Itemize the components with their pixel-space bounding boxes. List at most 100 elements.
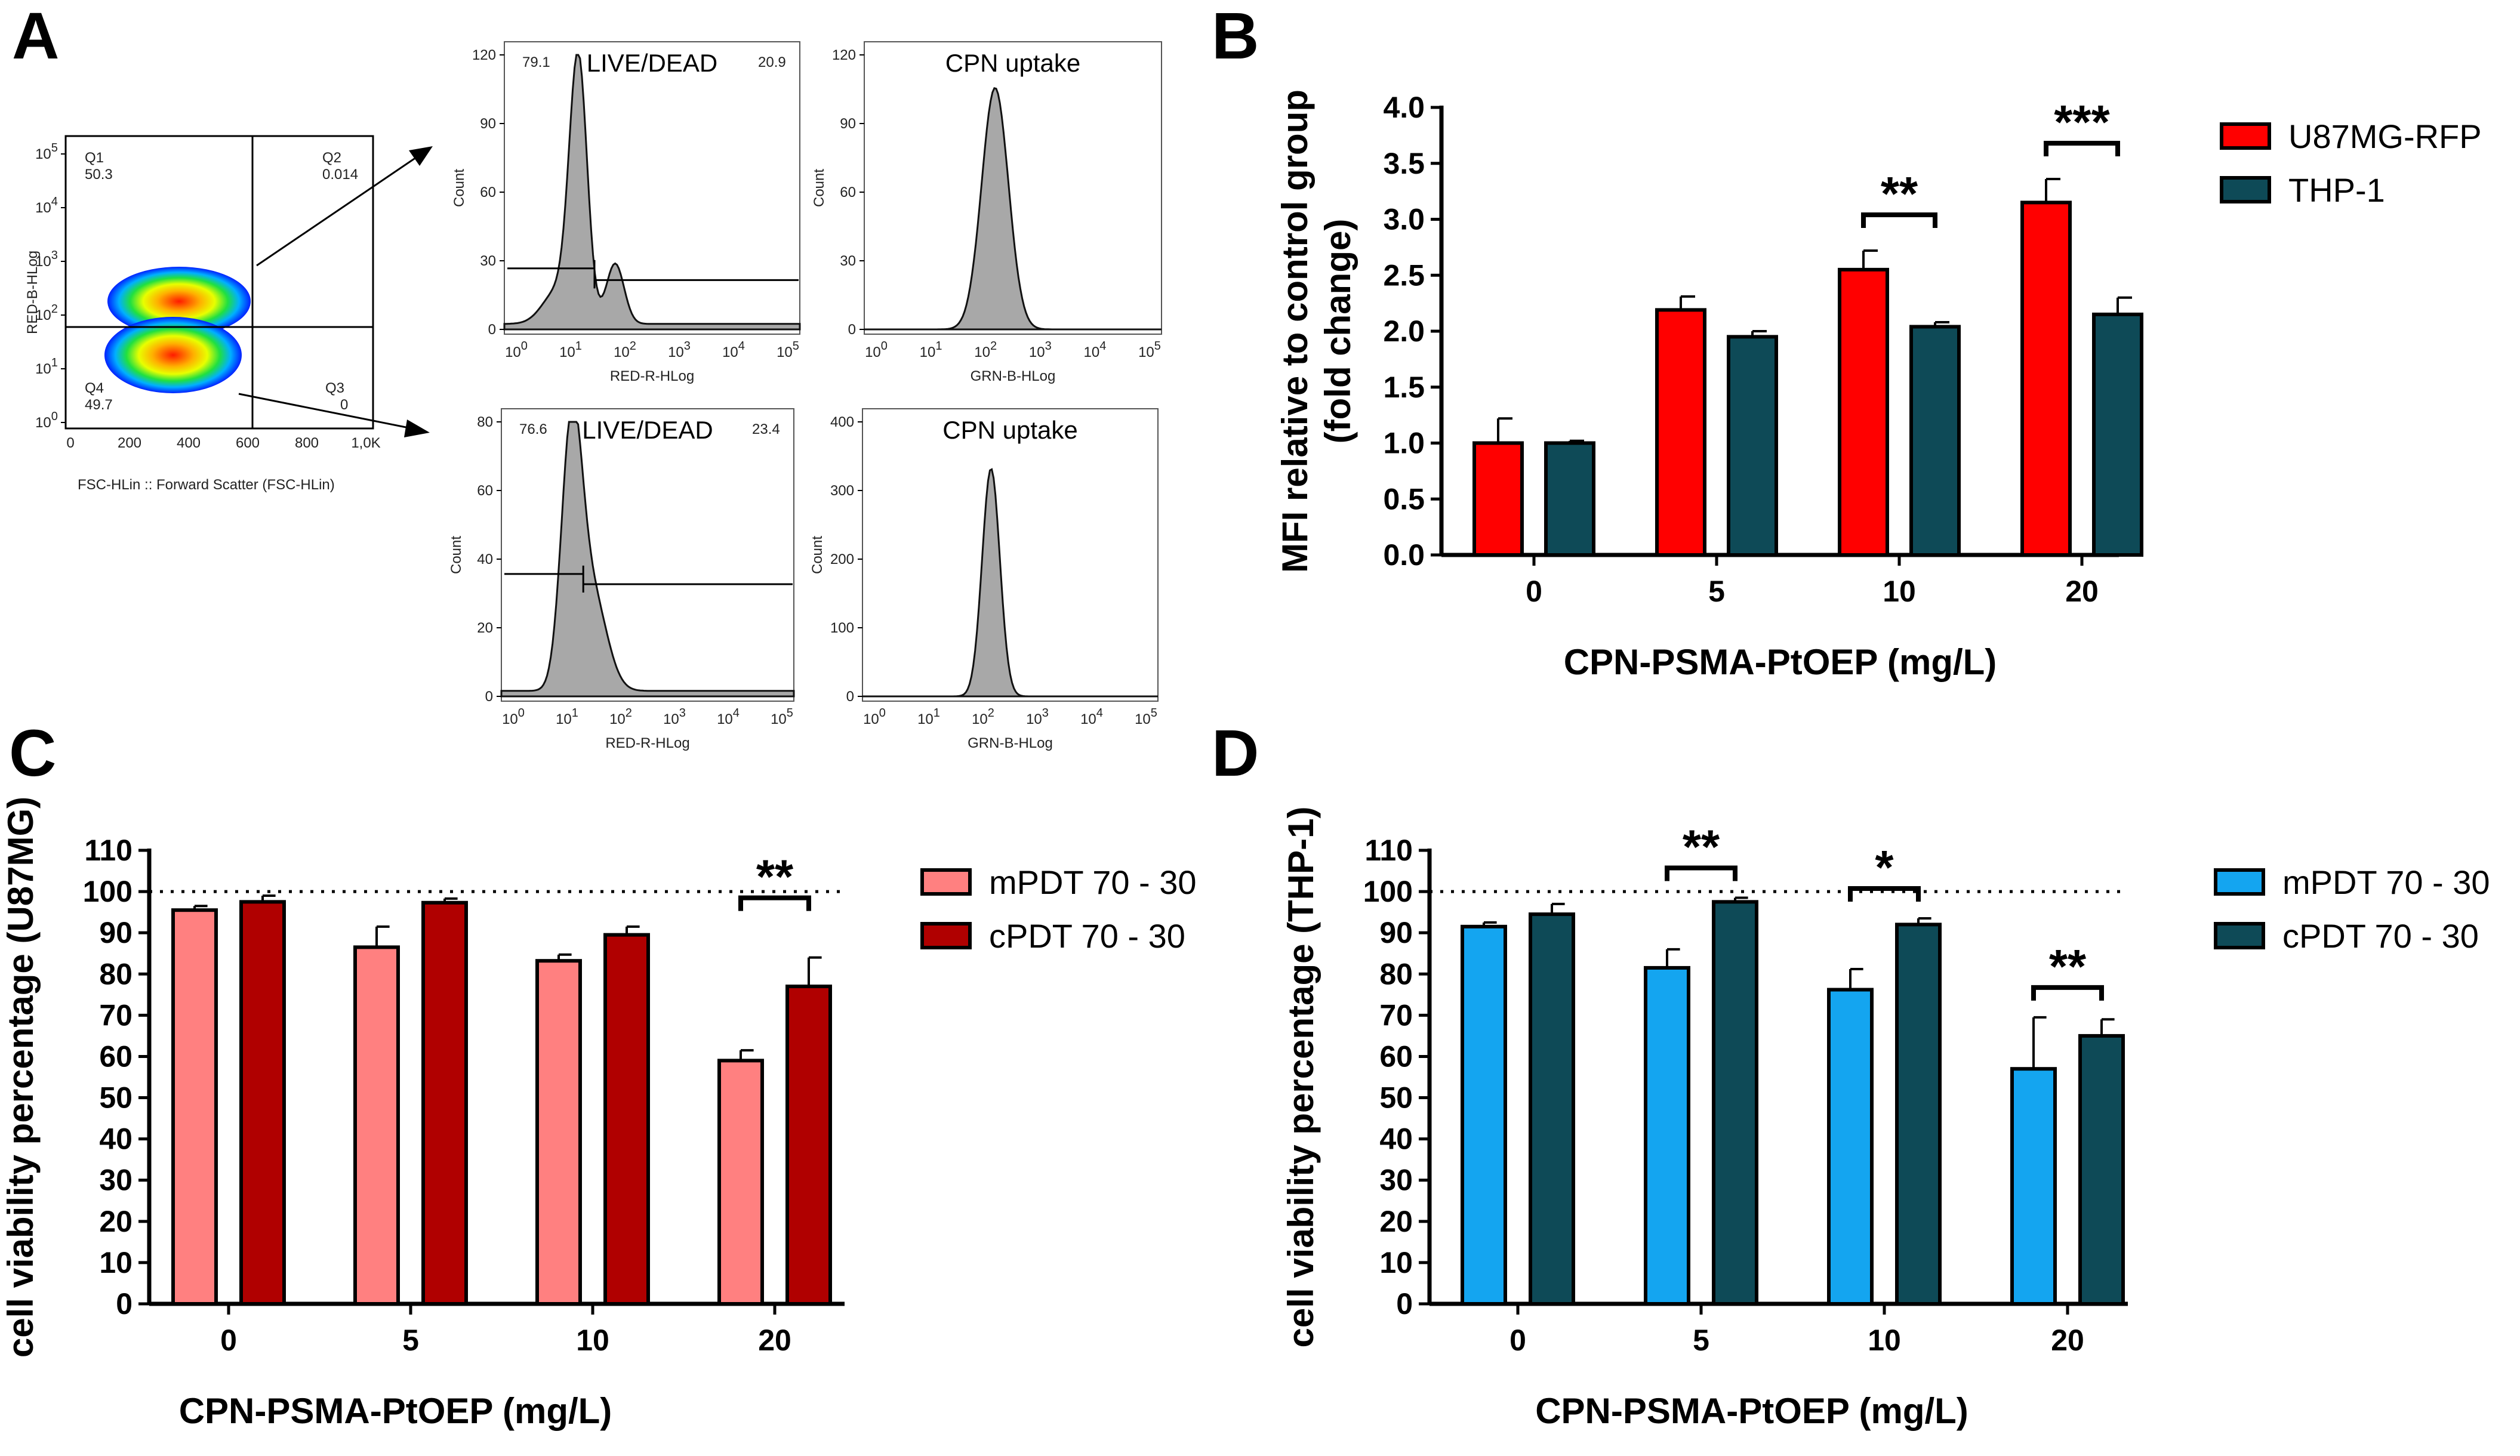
hist-ytick-label: 0 <box>488 322 496 338</box>
ytick-label: 110 <box>84 834 133 867</box>
hist-xlabel: GRN-B-HLog <box>968 735 1053 751</box>
xtick-label: 5 <box>402 1324 419 1357</box>
hist-xtick-label: 104 <box>717 707 740 727</box>
dot-xtick-label: 800 <box>295 435 319 451</box>
significance-bracket <box>2031 985 2104 1001</box>
hist-xtick-label: 100 <box>865 340 888 360</box>
hist-xtick-label: 100 <box>502 707 525 727</box>
bar-2 <box>785 985 832 1306</box>
ytick-label: 0 <box>116 1287 133 1321</box>
ytick-label: 50 <box>99 1081 133 1115</box>
q2-label: Q2 <box>322 150 341 166</box>
hist-ytick-label: 100 <box>830 620 854 636</box>
bar-1 <box>1472 441 1524 557</box>
hist-ytick-label: 40 <box>477 551 493 567</box>
ytick-label: 10 <box>99 1246 133 1279</box>
hist-xtick-label: 103 <box>1026 707 1049 727</box>
legend-label: THP-1 <box>2288 171 2385 209</box>
legend-swatch <box>2214 922 2265 949</box>
ytick-label: 4.0 <box>1383 91 1425 124</box>
legend-label: mPDT 70 - 30 <box>2282 863 2490 901</box>
hist-ytick-label: 400 <box>830 414 854 430</box>
panel-label-d: D <box>1212 717 1259 790</box>
hist-ytick-label: 60 <box>477 483 493 499</box>
q3-label: Q3 <box>325 380 344 396</box>
xtick-label: 5 <box>1708 575 1725 608</box>
significance-label: * <box>1875 841 1894 894</box>
ytick-label: 100 <box>1363 875 1413 908</box>
ytick-label: 90 <box>1379 916 1413 949</box>
dot-plot-xlabel: FSC-HLin :: Forward Scatter (FSC-HLin) <box>78 477 335 493</box>
hist-xtick-label: 101 <box>917 707 940 727</box>
bar-1 <box>1655 308 1706 557</box>
histogram-cpn-uptake-bottom: CPN uptake 0 100 200 300 400 100 101 102 103 104 10… <box>809 408 1159 751</box>
ytick-label: 20 <box>1379 1205 1413 1238</box>
gate-left-value: 76.6 <box>519 421 547 437</box>
y-axis-label: cell viability percentage (U87MG) <box>1 797 41 1358</box>
xtick-label: 5 <box>1693 1324 1709 1357</box>
arrow-to-top <box>256 155 418 267</box>
dot-xtick-label: 600 <box>236 435 260 451</box>
hist-ytick-label: 90 <box>840 116 856 132</box>
histogram-cpn-uptake-top: CPN uptake 0 30 60 90 120 100 101 102 103 104 105 Co… <box>811 41 1162 384</box>
q1-value: 50.3 <box>85 166 113 183</box>
significance-label: ** <box>1881 167 1918 220</box>
q1-label: Q1 <box>85 150 104 166</box>
panel-label-b: B <box>1212 0 1259 73</box>
bar-1 <box>1838 267 1889 557</box>
hist-xtick-label: 102 <box>974 340 997 360</box>
ytick-label: 30 <box>1379 1164 1413 1197</box>
hist-xlabel: RED-R-HLog <box>605 735 689 751</box>
bar-1 <box>535 959 582 1306</box>
x-axis-label: CPN-PSMA-PtOEP (mg/L) <box>179 1391 612 1431</box>
significance-bracket <box>738 895 811 911</box>
dot-plot-xticks: 0 200 400 600 800 1,0K <box>66 435 380 451</box>
dot-ytick-label: 104 <box>35 195 58 216</box>
xtick-label: 20 <box>758 1324 791 1357</box>
dot-ytick-label: 105 <box>35 141 58 162</box>
q3-value: 0 <box>340 397 348 413</box>
bar-1 <box>2020 200 2072 557</box>
ytick-label: 3.0 <box>1383 203 1425 236</box>
bar-1 <box>1644 965 1690 1306</box>
dot-xtick-label: 1,0K <box>351 435 380 451</box>
hist-ytick-label: 120 <box>832 47 856 63</box>
panel-label-a: A <box>12 0 59 73</box>
xtick-label: 0 <box>1509 1324 1526 1357</box>
dot-ytick-label: 101 <box>35 356 58 377</box>
q2-value: 0.014 <box>322 166 358 183</box>
bar-2 <box>1895 923 1942 1306</box>
hist-xtick-label: 105 <box>1135 707 1157 727</box>
significance-label: ** <box>756 850 794 903</box>
bar-2 <box>421 900 468 1306</box>
hist-xlabel: GRN-B-HLog <box>971 368 1056 384</box>
hist-xtick-label: 101 <box>920 340 942 360</box>
ytick-label: 80 <box>99 957 133 991</box>
xtick-label: 10 <box>576 1324 609 1357</box>
hist-xtick-label: 103 <box>1029 340 1052 360</box>
x-axis-label: CPN-PSMA-PtOEP (mg/L) <box>1564 642 1997 682</box>
histogram-title: LIVE/DEAD <box>587 49 717 77</box>
hist-ytick-label: 30 <box>840 253 856 269</box>
legend-swatch <box>2214 868 2265 896</box>
y-axis-label: cell viability percentage (THP-1) <box>1281 807 1321 1348</box>
bar-chart-c: 0 10 20 30 40 50 60 70 80 90 100 110 0 5 10 20 ** CPN-PSM… <box>1 797 1197 1431</box>
bar-1 <box>717 1059 764 1306</box>
y-axis-label: MFI relative to control group <box>1275 90 1315 573</box>
histogram-live-dead-bottom: LIVE/DEAD 76.6 23.4 0 20 40 60 80 100 101 102 103 10… <box>448 408 795 751</box>
hist-ytick-label: 0 <box>846 689 854 705</box>
legend-swatch <box>920 868 972 896</box>
hist-ytick-label: 60 <box>840 184 856 200</box>
significance-label: ** <box>2049 940 2087 993</box>
hist-ytick-label: 120 <box>472 47 496 63</box>
bar-2 <box>603 933 650 1306</box>
significance-bracket <box>2044 141 2120 156</box>
ytick-label: 60 <box>99 1039 133 1073</box>
dot-plot-yticks: 100 101 102 103 104 105 <box>35 141 66 431</box>
hist-ytick-label: 200 <box>830 551 854 567</box>
arrow-head-top <box>409 146 433 166</box>
dot-ytick-label: 103 <box>35 249 58 270</box>
dot-ytick-label: 100 <box>35 410 58 431</box>
